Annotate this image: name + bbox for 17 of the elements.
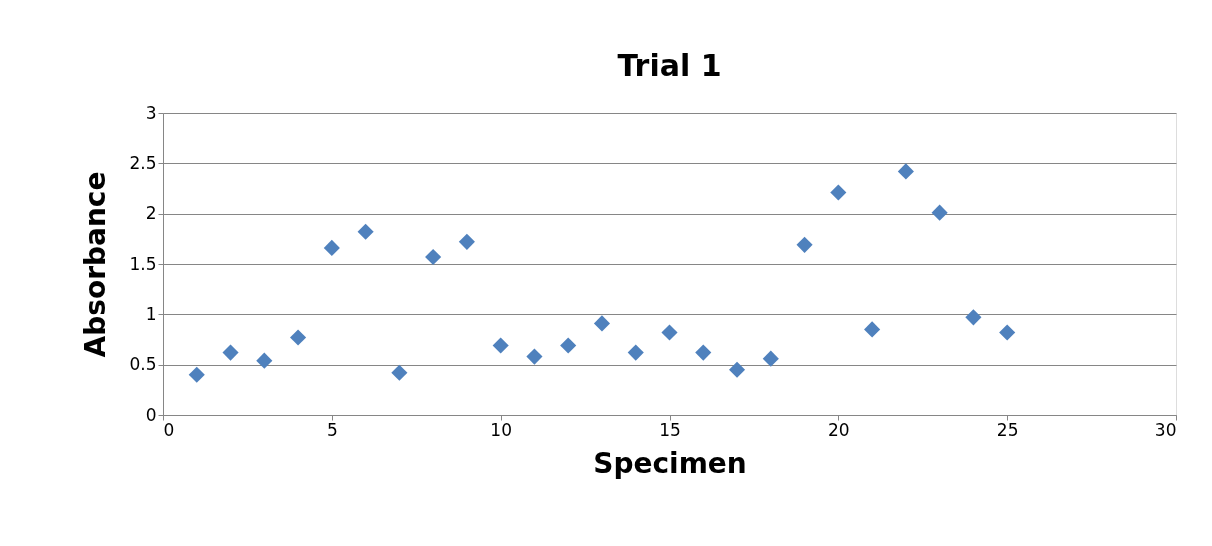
x-tick-label: 30 [1154,419,1177,440]
y-tick-label: 2.5 [129,152,157,173]
y-tick-label: 1 [145,303,157,324]
y-tick-label: 3 [145,102,157,123]
x-tick-label: 25 [996,419,1019,440]
y-tick-label: 2 [145,203,157,224]
x-axis-title: Specimen [593,446,747,480]
x-tick-label: 15 [659,419,681,440]
y-tick-label: 0 [145,404,157,425]
y-tick-label: 1.5 [129,253,157,274]
x-tick-label: 5 [326,419,338,440]
x-tick-label: 10 [490,419,512,440]
x-tick-label: 20 [828,419,850,440]
chart-title: Trial 1 [617,48,722,83]
x-tick-label: 0 [163,419,175,440]
y-axis-title: Absorbance [79,171,113,358]
y-tick-label: 0.5 [129,354,157,375]
